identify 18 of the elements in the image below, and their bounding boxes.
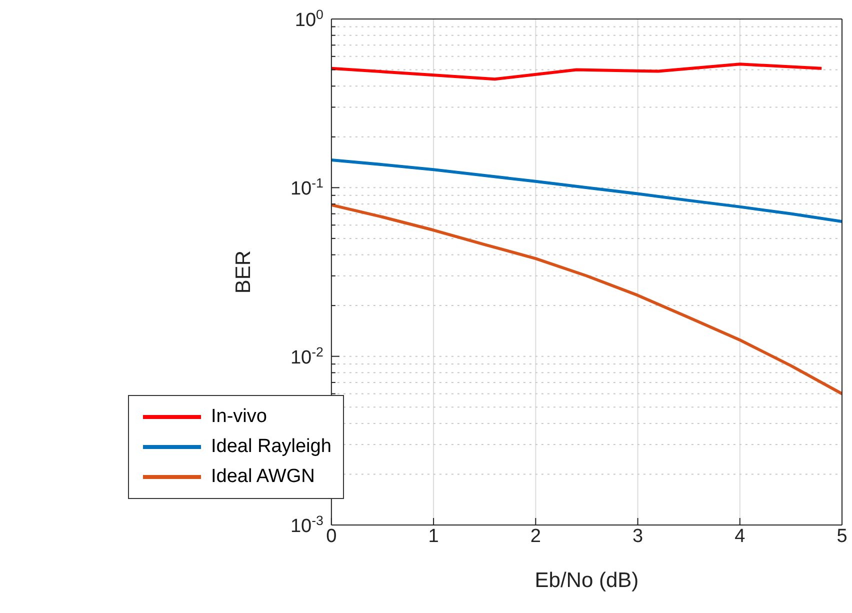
x-tick-label: 5 xyxy=(836,526,848,547)
y-tick-label: 10$^{-3}$ xyxy=(290,512,324,537)
line-series xyxy=(331,203,842,396)
x-tick-label: 1 xyxy=(428,526,439,547)
line-series xyxy=(331,158,842,224)
x-tick-label: 0 xyxy=(326,526,337,547)
x-tick-label: 3 xyxy=(632,526,644,547)
y-tick-label: 10$^{-1}$ xyxy=(290,175,324,200)
line-series xyxy=(331,62,824,81)
x-tick-label: 2 xyxy=(530,526,541,547)
x-tick-label: 4 xyxy=(734,526,746,547)
x-axis-title: Eb/No (dB) xyxy=(534,569,639,592)
y-axis-title: BER xyxy=(232,250,255,294)
y-tick-label: 10$^{0}$ xyxy=(294,6,324,31)
y-tick-label: 10$^{-2}$ xyxy=(290,344,324,368)
legend-label: In-vivo xyxy=(211,405,267,429)
legend-label: Ideal AWGN xyxy=(211,465,315,489)
legend-label: Ideal Rayleigh xyxy=(211,435,332,459)
